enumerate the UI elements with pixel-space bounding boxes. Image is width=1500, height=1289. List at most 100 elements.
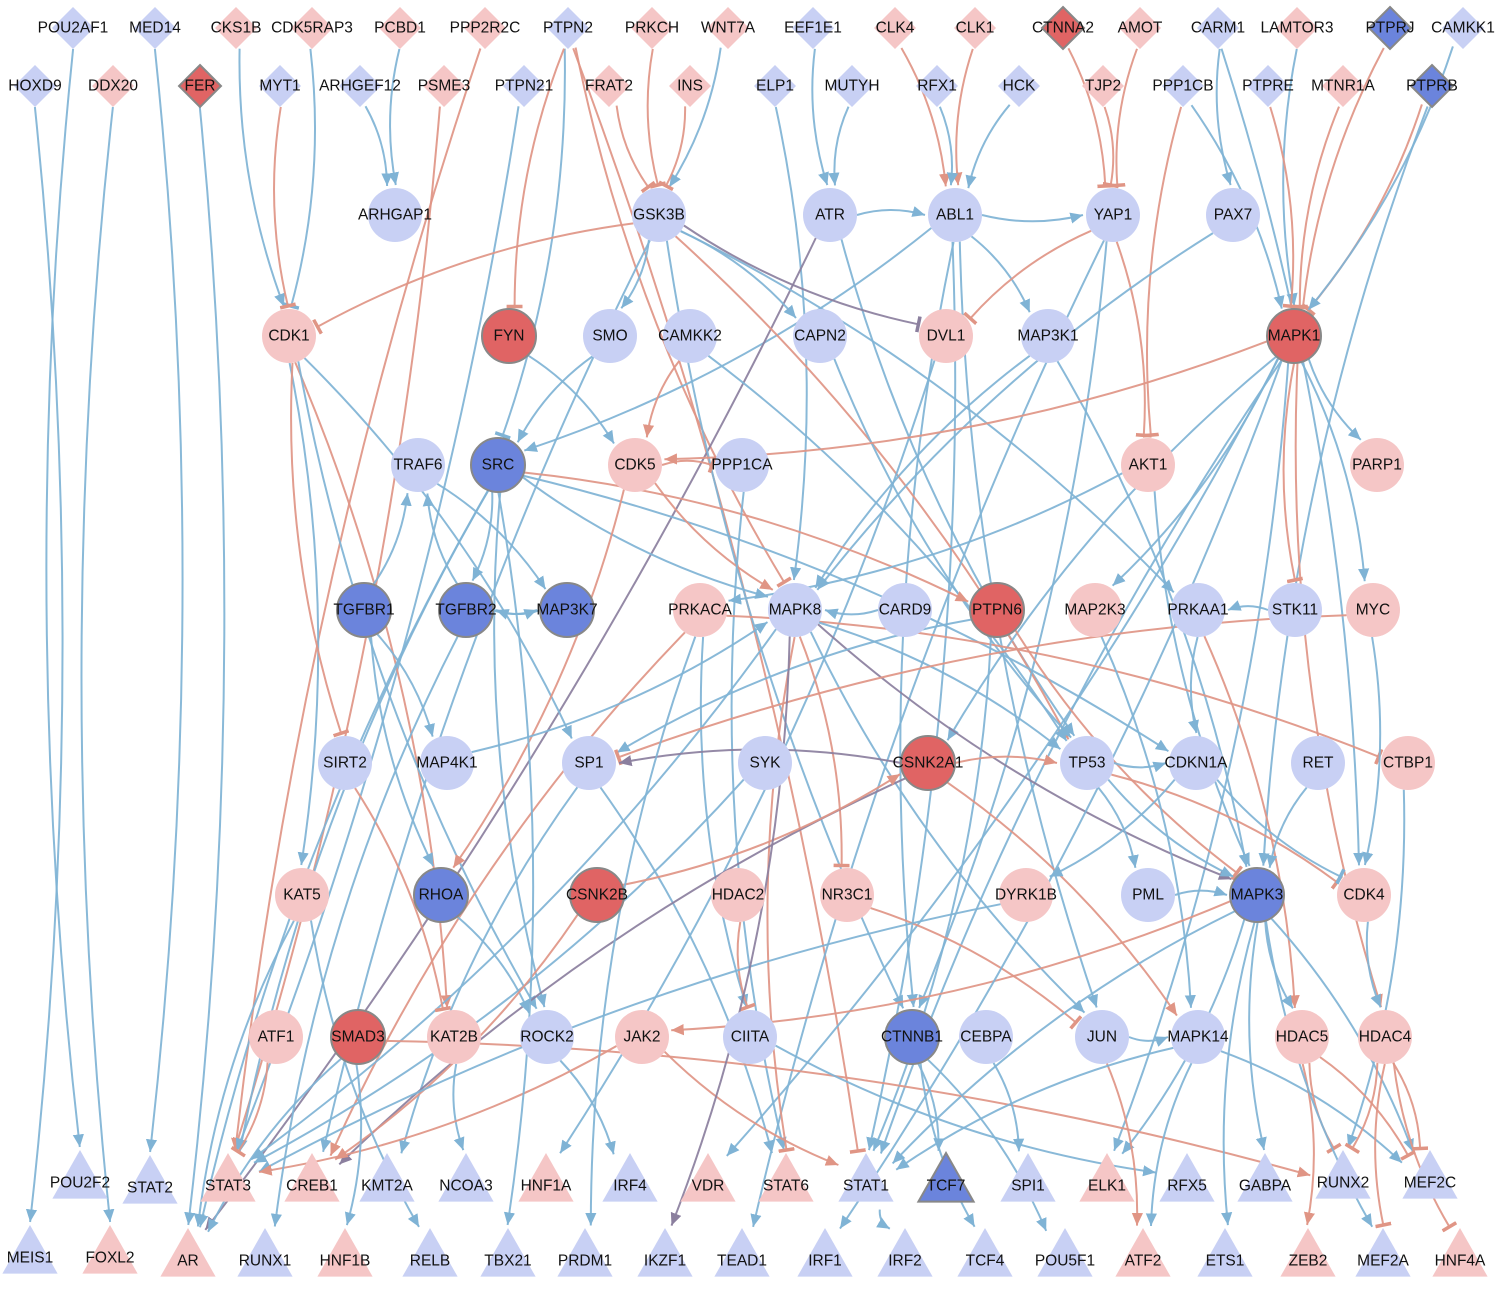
node-stat3[interactable]: STAT3 xyxy=(200,1153,256,1202)
node-wnt7a[interactable]: WNT7A xyxy=(701,7,756,49)
node-frat2[interactable]: FRAT2 xyxy=(585,65,633,107)
node-ppp1cb[interactable]: PPP1CB xyxy=(1152,65,1214,107)
node-dvl1[interactable]: DVL1 xyxy=(919,309,973,363)
node-fyn[interactable]: FYN xyxy=(481,308,537,364)
node-stat2[interactable]: STAT2 xyxy=(122,1155,178,1204)
node-ctbp1[interactable]: CTBP1 xyxy=(1381,736,1435,790)
node-sirt2[interactable]: SIRT2 xyxy=(318,736,372,790)
node-ets1[interactable]: ETS1 xyxy=(1197,1228,1253,1277)
node-elp1[interactable]: ELP1 xyxy=(754,65,796,107)
node-gsk3b[interactable]: GSK3B xyxy=(632,188,686,242)
node-kat2b[interactable]: KAT2B xyxy=(427,1010,481,1064)
node-dyrk1b[interactable]: DYRK1B xyxy=(995,868,1057,922)
node-vdr[interactable]: VDR xyxy=(680,1153,736,1202)
node-prkaa1[interactable]: PRKAA1 xyxy=(1167,583,1229,637)
node-prkaca[interactable]: PRKACA xyxy=(668,583,733,637)
node-tp53[interactable]: TP53 xyxy=(1060,736,1114,790)
node-abl1[interactable]: ABL1 xyxy=(928,188,982,242)
node-kat5[interactable]: KAT5 xyxy=(275,868,329,922)
node-mapk14[interactable]: MAPK14 xyxy=(1167,1010,1229,1064)
node-clk4[interactable]: CLK4 xyxy=(874,7,916,49)
node-camkk2[interactable]: CAMKK2 xyxy=(658,309,722,363)
node-ctnnb1[interactable]: CTNNB1 xyxy=(881,1009,943,1065)
node-rhoa[interactable]: RHOA xyxy=(413,867,469,923)
node-map3k1[interactable]: MAP3K1 xyxy=(1017,309,1079,363)
node-jun[interactable]: JUN xyxy=(1075,1010,1129,1064)
node-tbx21[interactable]: TBX21 xyxy=(480,1228,536,1277)
node-pml[interactable]: PML xyxy=(1121,868,1175,922)
node-cdkn1a[interactable]: CDKN1A xyxy=(1165,736,1229,790)
node-tcf7[interactable]: TCF7 xyxy=(916,1150,976,1203)
node-rfx1[interactable]: RFX1 xyxy=(916,65,958,107)
node-tcf4[interactable]: TCF4 xyxy=(957,1228,1013,1277)
node-tead1[interactable]: TEAD1 xyxy=(714,1228,770,1277)
node-map3k7[interactable]: MAP3K7 xyxy=(536,582,598,638)
node-jak2[interactable]: JAK2 xyxy=(615,1010,669,1064)
node-card9[interactable]: CARD9 xyxy=(878,583,932,637)
node-src[interactable]: SRC xyxy=(470,437,526,493)
node-cdk5rap3[interactable]: CDK5RAP3 xyxy=(271,7,353,49)
node-ret[interactable]: RET xyxy=(1291,736,1345,790)
node-hoxd9[interactable]: HOXD9 xyxy=(8,65,62,107)
node-prdm1[interactable]: PRDM1 xyxy=(557,1228,613,1277)
node-yap1[interactable]: YAP1 xyxy=(1086,188,1140,242)
node-kmt2a[interactable]: KMT2A xyxy=(359,1153,415,1202)
node-mapk1[interactable]: MAPK1 xyxy=(1266,308,1322,364)
node-csnk2b[interactable]: CSNK2B xyxy=(566,867,628,923)
node-irf4[interactable]: IRF4 xyxy=(602,1153,658,1202)
node-arhgap1[interactable]: ARHGAP1 xyxy=(358,188,432,242)
node-sp1[interactable]: SP1 xyxy=(562,736,616,790)
node-meis1[interactable]: MEIS1 xyxy=(2,1225,58,1274)
node-pou2f2[interactable]: POU2F2 xyxy=(50,1150,110,1199)
node-tjp2[interactable]: TJP2 xyxy=(1082,65,1124,107)
node-cebpa[interactable]: CEBPA xyxy=(959,1010,1013,1064)
node-mef2a[interactable]: MEF2A xyxy=(1355,1228,1411,1277)
node-ptprb[interactable]: PTPRB xyxy=(1406,63,1458,109)
node-hdac4[interactable]: HDAC4 xyxy=(1358,1010,1412,1064)
node-atf1[interactable]: ATF1 xyxy=(249,1010,303,1064)
node-tgfbr2[interactable]: TGFBR2 xyxy=(435,582,497,638)
node-ncoa3[interactable]: NCOA3 xyxy=(438,1153,494,1202)
node-nr3c1[interactable]: NR3C1 xyxy=(820,868,874,922)
node-rfx5[interactable]: RFX5 xyxy=(1159,1153,1215,1202)
node-rock2[interactable]: ROCK2 xyxy=(520,1010,574,1064)
node-myt1[interactable]: MYT1 xyxy=(259,65,301,107)
node-hnf1a[interactable]: HNF1A xyxy=(518,1153,574,1202)
node-smad3[interactable]: SMAD3 xyxy=(330,1009,386,1065)
node-hdac5[interactable]: HDAC5 xyxy=(1275,1010,1329,1064)
node-mapk8[interactable]: MAPK8 xyxy=(768,583,822,637)
node-ptprj[interactable]: PTPRJ xyxy=(1365,5,1415,51)
node-relb[interactable]: RELB xyxy=(402,1228,458,1277)
node-pou2af1[interactable]: POU2AF1 xyxy=(38,7,109,49)
node-irf2[interactable]: IRF2 xyxy=(877,1228,933,1277)
node-psme3[interactable]: PSME3 xyxy=(418,65,471,107)
node-stat6[interactable]: STAT6 xyxy=(758,1153,814,1202)
node-mef2c[interactable]: MEF2C xyxy=(1402,1150,1458,1199)
node-cdk1[interactable]: CDK1 xyxy=(262,309,316,363)
node-tgfbr1[interactable]: TGFBR1 xyxy=(333,582,395,638)
node-ciita[interactable]: CIITA xyxy=(723,1010,777,1064)
node-stat1[interactable]: STAT1 xyxy=(838,1153,894,1202)
node-ptpn21[interactable]: PTPN21 xyxy=(495,65,554,107)
node-prkch[interactable]: PRKCH xyxy=(625,7,679,49)
node-pax7[interactable]: PAX7 xyxy=(1206,188,1260,242)
node-gabpa[interactable]: GABPA xyxy=(1237,1153,1293,1202)
node-camkk1[interactable]: CAMKK1 xyxy=(1431,7,1495,49)
node-cks1b[interactable]: CKS1B xyxy=(211,7,262,49)
node-lamtor3[interactable]: LAMTOR3 xyxy=(1261,7,1334,49)
node-elk1[interactable]: ELK1 xyxy=(1079,1153,1135,1202)
node-fer[interactable]: FER xyxy=(177,63,223,109)
node-atr[interactable]: ATR xyxy=(803,188,857,242)
node-mutyh[interactable]: MUTYH xyxy=(824,65,880,107)
node-ppp2r2c[interactable]: PPP2R2C xyxy=(450,7,521,49)
node-ptpre[interactable]: PTPRE xyxy=(1242,65,1294,107)
node-map2k3[interactable]: MAP2K3 xyxy=(1064,583,1126,637)
node-runx1[interactable]: RUNX1 xyxy=(237,1228,293,1277)
node-ptpn6[interactable]: PTPN6 xyxy=(969,582,1025,638)
node-ins[interactable]: INS xyxy=(669,65,711,107)
node-runx2[interactable]: RUNX2 xyxy=(1315,1150,1371,1199)
node-atf2[interactable]: ATF2 xyxy=(1115,1228,1171,1277)
node-hnf1b[interactable]: HNF1B xyxy=(317,1228,373,1277)
node-clk1[interactable]: CLK1 xyxy=(954,7,996,49)
node-med14[interactable]: MED14 xyxy=(129,7,181,49)
